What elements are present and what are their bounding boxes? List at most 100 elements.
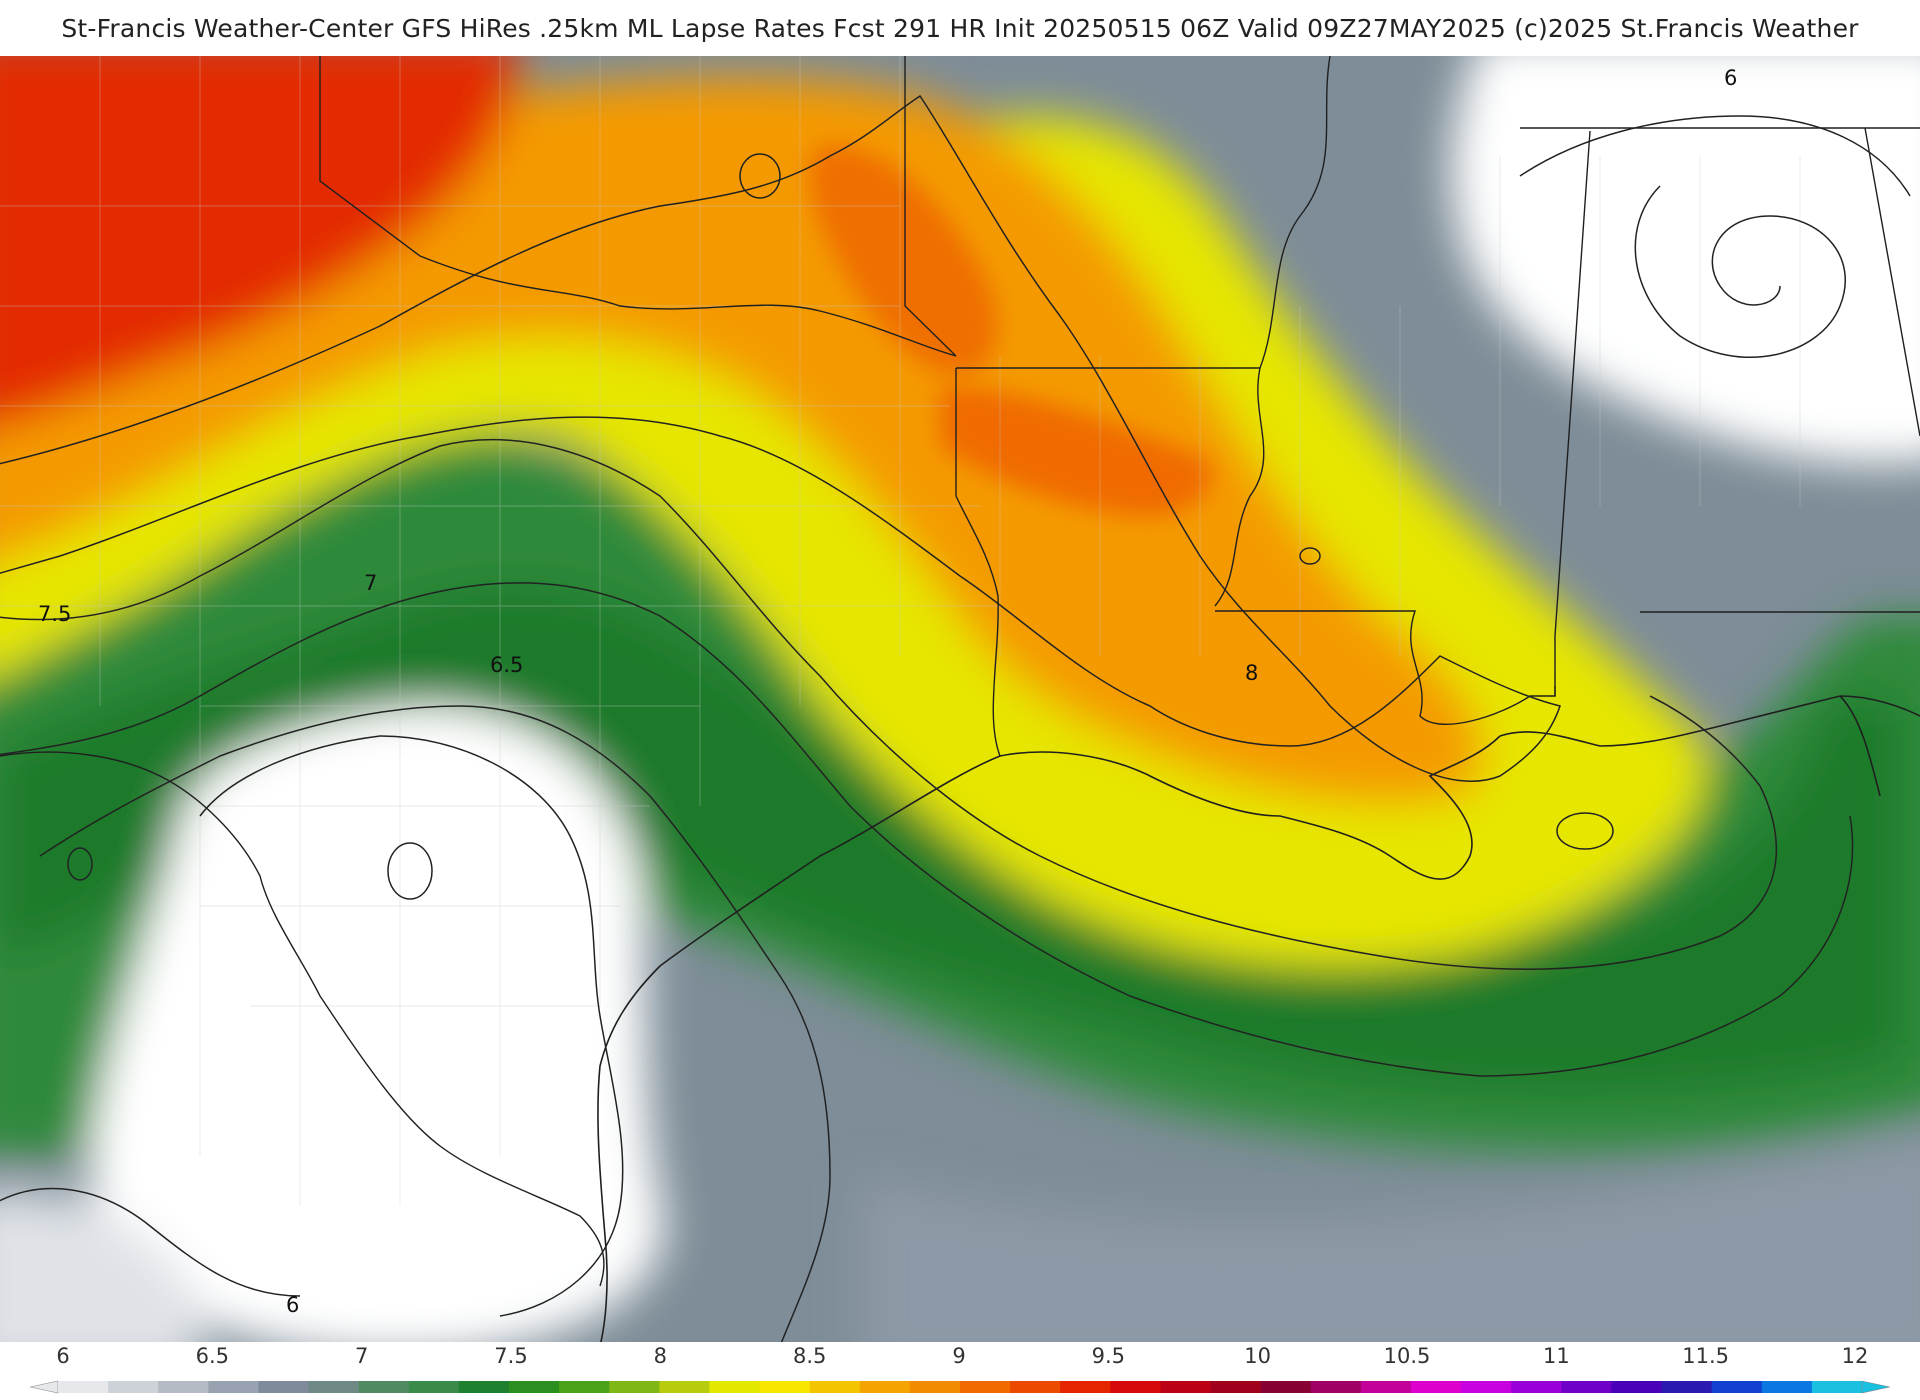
legend-tick: 11.5: [1682, 1344, 1730, 1368]
colorbar-swatch: [1611, 1381, 1663, 1393]
colorbar: [29, 1379, 1891, 1394]
colorbar-swatch: [1260, 1381, 1312, 1393]
colorbar-swatch: [1110, 1381, 1161, 1393]
colorbar-swatch: [308, 1381, 360, 1393]
colorbar-arrow-right: [1861, 1380, 1891, 1394]
colorbar-swatch: [1360, 1381, 1412, 1393]
colorbar-swatch: [960, 1381, 1011, 1393]
state-borders: [0, 56, 1920, 1287]
colorbar-swatch: [809, 1381, 861, 1393]
legend-tick: 7.5: [494, 1344, 528, 1368]
colorbar-swatch: [1411, 1381, 1462, 1393]
field-orange-hotspot: [940, 386, 1212, 516]
legend-tick: 10.5: [1383, 1344, 1431, 1368]
colorbar-swatch: [509, 1381, 560, 1393]
colorbar-swatch: [158, 1381, 209, 1393]
contour-7-5: [0, 439, 1778, 970]
legend-tick: 11: [1542, 1344, 1570, 1368]
colorbar-swatch: [1060, 1381, 1111, 1393]
colorbar-swatch: [1010, 1381, 1061, 1393]
colorbar-swatch: [1210, 1381, 1262, 1393]
legend-tick: 9: [952, 1344, 966, 1368]
contour-small-loop-4: [67, 847, 93, 881]
coastlines: [597, 695, 1920, 1342]
contour-label-7: 7: [364, 571, 377, 595]
colorbar-swatch: [108, 1381, 159, 1393]
field-gray-sw: [0, 1190, 200, 1342]
colorbar-swatch: [458, 1381, 510, 1393]
colorbar-swatch: [358, 1381, 410, 1393]
contour-label-7-5: 7.5: [38, 602, 71, 626]
legend: 6 6.5 7 7.5 8 8.5 9 9.5 10 10.5 11 11.5 12: [0, 1342, 1920, 1400]
map-area: 6 6.5 7 7.5 8 6: [0, 56, 1920, 1342]
contour-8: [0, 94, 1561, 782]
contour-6-5: [39, 705, 831, 1342]
border-tx-la: [955, 368, 1001, 757]
colorbar-svg: [29, 1380, 1891, 1394]
colorbar-swatch: [1661, 1381, 1713, 1393]
contour-6-small-loop: [387, 842, 433, 900]
colorbar-swatch: [859, 1381, 911, 1393]
contour-7: [0, 582, 1854, 1077]
coast-msal: [1499, 695, 1920, 747]
contour-labels: 6 6.5 7 7.5 8 6: [38, 66, 1737, 1317]
colorbar-swatch: [759, 1381, 811, 1393]
coast-gulf: [597, 755, 1001, 1342]
contour-6-ne: [1519, 115, 1911, 197]
colorbar-swatch: [1761, 1381, 1813, 1393]
contour-label-6-sw: 6: [286, 1293, 299, 1317]
colorbar-swatch: [1160, 1381, 1212, 1393]
colorbar-arrow-left: [29, 1380, 59, 1394]
field-red: [0, 56, 520, 427]
colorbar-swatch: [1811, 1381, 1863, 1393]
colorbar-swatch: [559, 1381, 610, 1393]
colorbar-swatch: [609, 1381, 660, 1393]
colorbar-swatch: [1711, 1381, 1763, 1393]
colorbar-swatch: [909, 1381, 961, 1393]
field-orange-north: [809, 144, 998, 376]
coast-louisiana: [999, 735, 1501, 880]
lapse-rate-map: 6 6.5 7 7.5 8 6: [0, 56, 1920, 1342]
legend-tick: 6.5: [195, 1344, 230, 1368]
contour-small-loop-2: [1556, 812, 1614, 850]
border-tx-ok: [319, 56, 957, 357]
contour-label-6-5: 6.5: [490, 653, 523, 677]
border-ok-ar: [904, 56, 957, 357]
border-la-ms: [1215, 610, 1556, 725]
contour-small-loop-3: [739, 153, 781, 199]
colorbar-swatch: [58, 1381, 109, 1393]
border-ms-al: [1554, 130, 1591, 696]
colorbar-swatch: [258, 1381, 310, 1393]
lapse-rate-field: [0, 56, 1920, 1342]
legend-tick: 10: [1244, 1344, 1272, 1368]
map-title: St-Francis Weather-Center GFS HiRes .25k…: [61, 14, 1859, 43]
contour-lines: [0, 94, 1911, 1342]
contour-label-8: 8: [1245, 661, 1258, 685]
border-al-ga: [1864, 127, 1920, 437]
legend-tick: 6: [56, 1344, 70, 1368]
contour-label-6-ne: 6: [1724, 66, 1737, 90]
legend-tick: 8: [653, 1344, 668, 1368]
border-tx-mexico: [0, 751, 605, 1287]
header: St-Francis Weather-Center GFS HiRes .25k…: [0, 0, 1920, 56]
colorbar-swatch: [1310, 1381, 1362, 1393]
colorbar-swatch: [709, 1381, 761, 1393]
contour-6-texas: [199, 735, 624, 1317]
border-ar-ms-river: [1214, 56, 1331, 607]
county-line: [999, 156, 1801, 656]
colorbar-swatch: [408, 1381, 460, 1393]
legend-tick: 9.5: [1091, 1344, 1126, 1368]
field-white-texas: [90, 706, 665, 1342]
coast-fl: [1839, 695, 1881, 797]
field-gray-gulf: [860, 1133, 1920, 1342]
colorbar-swatch: [1561, 1381, 1612, 1393]
contour-small-loop-5: [1299, 547, 1321, 565]
colorbar-swatch: [208, 1381, 259, 1393]
contour-ne-spiral: [1634, 185, 1846, 358]
contour-6-sw: [0, 1187, 301, 1297]
colorbar-swatch: [1511, 1381, 1562, 1393]
field-white-ne: [1451, 56, 1920, 464]
legend-tick: 7: [354, 1344, 369, 1368]
colorbar-swatch: [659, 1381, 710, 1393]
colorbar-swatch: [1461, 1381, 1512, 1393]
